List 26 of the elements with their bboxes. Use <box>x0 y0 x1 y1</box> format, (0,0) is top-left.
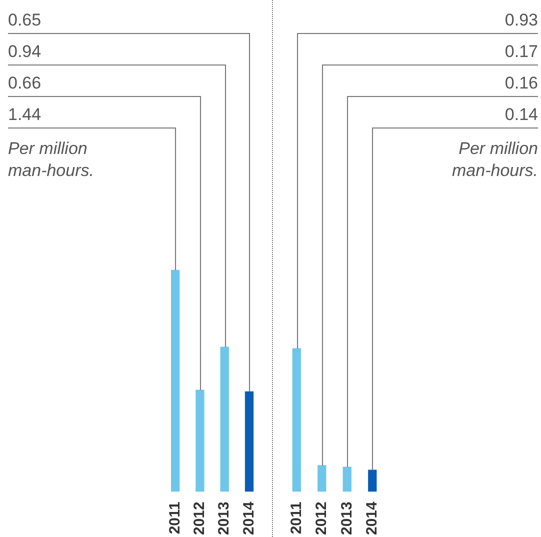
x-tick-label: 2013 <box>338 502 356 536</box>
data-label: 0.66 <box>8 74 42 92</box>
x-tick-label: 2011 <box>288 502 305 534</box>
x-tick-label: 2011 <box>166 502 184 534</box>
bar <box>368 470 377 492</box>
x-tick-label: 2012 <box>313 502 330 536</box>
data-label: 0.65 <box>8 10 42 30</box>
bar <box>170 270 180 492</box>
bar <box>292 348 301 492</box>
text: Per million man-hours. <box>8 138 95 182</box>
data-label: 0.14 <box>504 105 538 124</box>
bar <box>318 465 326 492</box>
data-label: 1.44 <box>8 105 42 124</box>
x-tick-label: 2014 <box>364 500 381 536</box>
bar <box>342 466 352 492</box>
x-tick-label: 2012 <box>191 502 208 536</box>
data-label: 0.94 <box>8 42 42 61</box>
x-tick-label: 2013 <box>216 502 233 536</box>
bar <box>220 346 229 492</box>
data-label: 0.16 <box>504 74 538 92</box>
data-label: 0.93 <box>504 10 538 30</box>
bar <box>244 391 254 492</box>
bar <box>196 390 204 492</box>
text: Per million man-hours. <box>451 138 538 182</box>
x-tick-label: 2014 <box>240 500 258 536</box>
data-label: 0.17 <box>504 42 538 61</box>
